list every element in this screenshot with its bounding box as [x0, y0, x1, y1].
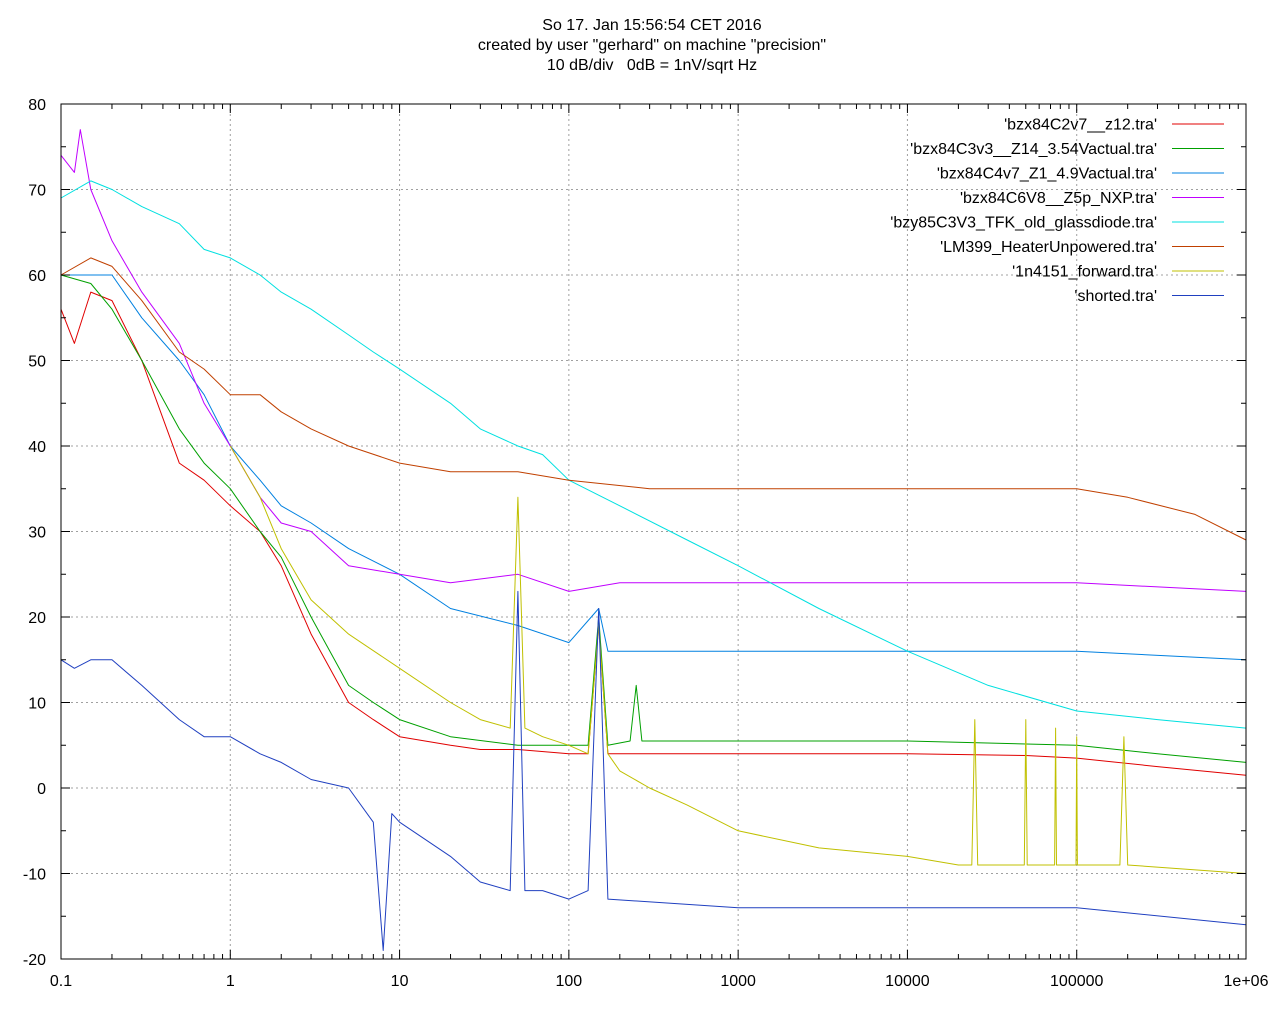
plot-frame — [60, 103, 1247, 960]
title-line-3: 10 dB/div 0dB = 1nV/sqrt Hz — [546, 57, 758, 74]
y-tick-label: 30 — [28, 525, 46, 542]
series-line — [60, 129, 1247, 592]
y-tick-label: 20 — [28, 610, 46, 627]
legend: 'bzx84C2v7__z12.tra' 'bzx84C3v3__Z14_3.54… — [890, 117, 1224, 305]
y-tick-label: 60 — [28, 268, 46, 285]
title-line-2: created by user "gerhard" on machine "pr… — [477, 37, 827, 54]
x-tick-label: 10000 — [885, 973, 930, 990]
legend-label: 'bzx84C3v3__Z14_3.54Vactual.tra' — [910, 141, 1157, 158]
x-tick-label: 100 — [556, 973, 583, 990]
series-line — [60, 257, 1247, 541]
legend-label: 'bzx84C6V8__Z5p_NXP.tra' — [960, 190, 1157, 207]
x-tick-label: 1000 — [720, 973, 756, 990]
series-lines — [60, 129, 1247, 951]
legend-label: '1n4151_forward.tra' — [1012, 264, 1157, 281]
series-line — [229, 445, 1247, 874]
series-line — [60, 180, 1247, 729]
y-tick-label: 10 — [28, 696, 46, 713]
x-tick-label: 0.1 — [50, 973, 72, 990]
y-tick-label: -20 — [23, 952, 46, 969]
series-line — [60, 274, 1247, 763]
y-tick-label: -10 — [23, 867, 46, 884]
y-tick-label: 40 — [28, 439, 46, 456]
x-tick-label: 1 — [226, 973, 235, 990]
legend-label: 'bzx84C4v7_Z1_4.9Vactual.tra' — [937, 166, 1157, 183]
legend-label: 'bzy85C3V3_TFK_old_glassdiode.tra' — [890, 215, 1157, 232]
chart-title: So 17. Jan 15:56:54 CET 2016 created by … — [0, 16, 1280, 76]
legend-label: 'bzx84C2v7__z12.tra' — [1004, 117, 1157, 134]
series-line — [60, 291, 1247, 776]
x-tick-label: 1e+06 — [1224, 973, 1269, 990]
legend-label: 'shorted.tra' — [1074, 288, 1157, 305]
y-tick-label: 70 — [28, 183, 46, 200]
axis-ticks: 0.1 1 10 100 1000 10000 100000 1e+06 -20 -10 0 10 20… — [23, 97, 1269, 990]
y-tick-label: 50 — [28, 354, 46, 371]
x-tick-label: 10 — [391, 973, 409, 990]
y-tick-label: 80 — [28, 97, 46, 114]
series-line — [60, 590, 1247, 951]
x-tick-label: 100000 — [1050, 973, 1103, 990]
title-line-1: So 17. Jan 15:56:54 CET 2016 — [542, 17, 762, 34]
series-line — [61, 274, 1247, 661]
legend-label: 'LM399_HeaterUnpowered.tra' — [940, 239, 1157, 256]
y-tick-label: 0 — [37, 781, 46, 798]
grid — [61, 104, 1246, 959]
